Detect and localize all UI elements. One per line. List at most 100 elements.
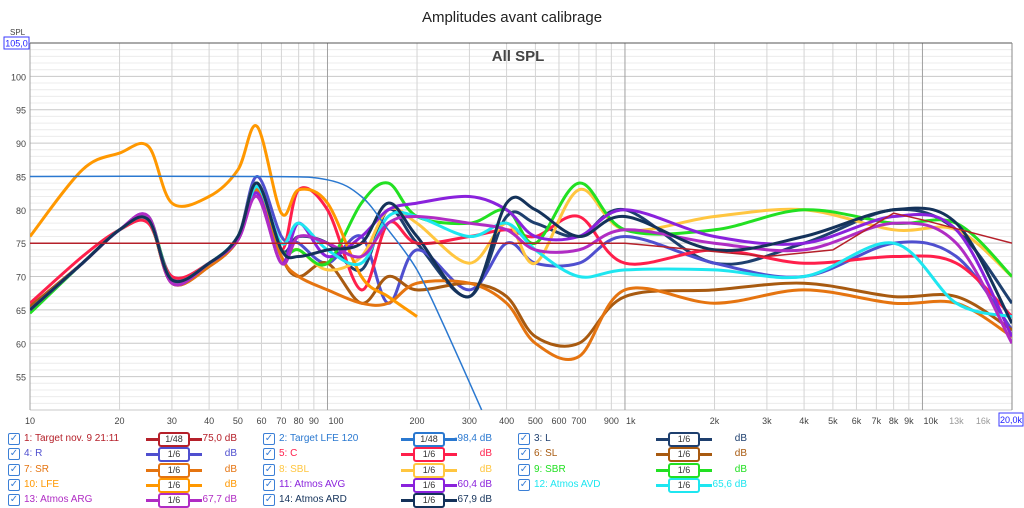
smoothing-label[interactable]: 1/6 (413, 477, 445, 493)
legend-label[interactable]: 8: SBL (279, 463, 310, 475)
x-tick-label: 13k (949, 416, 964, 426)
visibility-checkbox[interactable]: ✓ (263, 478, 275, 491)
visibility-checkbox[interactable]: ✓ (8, 463, 20, 476)
target-line-2-target-lfe-120 (30, 175, 483, 410)
visibility-checkbox[interactable]: ✓ (518, 463, 530, 476)
smoothing-label[interactable]: 1/6 (668, 462, 700, 478)
legend-label[interactable]: 11: Atmos AVG (279, 478, 346, 490)
legend-value: dB (479, 448, 492, 460)
smoothing-label[interactable]: 1/6 (668, 477, 700, 493)
smoothing-label[interactable]: 1/6 (158, 447, 190, 463)
x-tick-label: 4k (799, 416, 809, 426)
x-max-box[interactable] (998, 412, 1024, 427)
x-max-value[interactable]: 20,0k (1000, 415, 1023, 425)
visibility-checkbox[interactable]: ✓ (263, 494, 275, 507)
smoothing-button[interactable]: 1/6 (146, 447, 202, 463)
y-axis-label: SPL (10, 28, 26, 37)
visibility-checkbox[interactable]: ✓ (8, 494, 20, 507)
smoothing-button[interactable]: 1/6 (656, 462, 712, 478)
x-tick-label: 3k (762, 416, 772, 426)
legend-label[interactable]: 5: C (279, 448, 298, 460)
x-tick-label: 2k (710, 416, 720, 426)
smoothing-button[interactable]: 1/6 (146, 493, 202, 508)
tick-labels: 55 60 65 70 75 80 85 90 95 100 10 20 30 40 50 60 70 80 90 1… (11, 72, 991, 426)
visibility-checkbox[interactable]: ✓ (8, 478, 20, 491)
curves (30, 124, 1012, 410)
legend-label[interactable]: 9: SBR (534, 463, 566, 475)
smoothing-label[interactable]: 1/6 (158, 462, 190, 478)
visibility-checkbox[interactable]: ✓ (8, 448, 20, 461)
legend: ✓ 1: Target nov. 9 21:11 1/48 75,0 dB ✓ 2: Ta… (0, 430, 1024, 508)
x-tick-label: 10k (923, 416, 938, 426)
visibility-checkbox[interactable]: ✓ (518, 448, 530, 461)
smoothing-button[interactable]: 1/48 (146, 432, 202, 447)
smoothing-button[interactable]: 1/48 (401, 432, 457, 447)
smoothing-button[interactable]: 1/6 (146, 462, 202, 478)
legend-entry-5-c: ✓ 5: C 1/6 dB (263, 447, 508, 463)
x-tick-label: 8k (889, 416, 899, 426)
legend-label[interactable]: 2: Target LFE 120 (279, 433, 359, 444)
smoothing-label[interactable]: 1/6 (413, 493, 445, 508)
smoothing-button[interactable]: 1/6 (401, 477, 457, 493)
legend-value: dB (734, 463, 747, 475)
legend-label[interactable]: 3: L (534, 433, 551, 444)
grid (29, 42, 1013, 411)
x-tick-label: 400 (499, 416, 514, 426)
legend-entry-2-target-lfe-120: ✓ 2: Target LFE 120 1/48 -98,4 dB (263, 432, 508, 447)
chart-subtitle: All SPL (492, 48, 545, 65)
legend-value: dB (734, 433, 747, 444)
legend-value: dB (479, 463, 492, 475)
spl-chart: Amplitudes avant calibrage All SPL SPL 1… (3, 9, 1024, 427)
smoothing-label[interactable]: 1/6 (158, 493, 190, 508)
smoothing-label[interactable]: 1/6 (158, 477, 190, 493)
legend-value: 67,7 dB (202, 494, 237, 506)
y-tick-label: 75 (16, 239, 26, 249)
x-tick-label: 100 (328, 416, 343, 426)
legend-value: 67,9 dB (457, 494, 492, 506)
legend-entry-12-atmos-avd: ✓ 12: Atmos AVD 1/6 65,6 dB (518, 477, 763, 493)
legend-entry-14-atmos-ard: ✓ 14: Atmos ARD 1/6 67,9 dB (263, 493, 508, 508)
smoothing-label[interactable]: 1/6 (413, 462, 445, 478)
smoothing-label[interactable]: 1/48 (413, 432, 445, 447)
series-line-13-atmos-arg (30, 194, 1012, 345)
legend-label[interactable]: 14: Atmos ARD (279, 494, 347, 506)
visibility-checkbox[interactable]: ✓ (263, 448, 275, 461)
smoothing-label[interactable]: 1/6 (668, 432, 700, 447)
visibility-checkbox[interactable]: ✓ (263, 463, 275, 476)
x-tick-label: 80 (294, 416, 304, 426)
y-tick-label: 65 (16, 306, 26, 316)
smoothing-label[interactable]: 1/6 (668, 447, 700, 463)
legend-label[interactable]: 6: SL (534, 448, 558, 460)
visibility-checkbox[interactable]: ✓ (518, 478, 530, 491)
legend-value: -98,4 dB (454, 433, 492, 444)
smoothing-button[interactable]: 1/6 (401, 462, 457, 478)
series-line-14-atmos-ard (30, 181, 1012, 325)
smoothing-button[interactable]: 1/6 (656, 447, 712, 463)
legend-label[interactable]: 7: SR (24, 463, 50, 475)
legend-entry-9-sbr: ✓ 9: SBR 1/6 dB (518, 462, 763, 478)
smoothing-label[interactable]: 1/6 (413, 447, 445, 463)
x-tick-label: 700 (571, 416, 586, 426)
visibility-checkbox[interactable]: ✓ (518, 433, 530, 445)
legend-label[interactable]: 4: R (24, 448, 43, 460)
smoothing-button[interactable]: 1/6 (401, 447, 457, 463)
legend-label[interactable]: 12: Atmos AVD (534, 478, 601, 490)
legend-label[interactable]: 10: LFE (24, 478, 60, 490)
smoothing-button[interactable]: 1/6 (656, 432, 712, 447)
y-tick-label: 100 (11, 72, 26, 82)
legend-label[interactable]: 13: Atmos ARG (24, 494, 93, 506)
y-max-value[interactable]: 105,0 (5, 39, 28, 49)
x-tick-label: 10 (25, 416, 35, 426)
smoothing-button[interactable]: 1/6 (146, 477, 202, 493)
visibility-checkbox[interactable]: ✓ (263, 433, 275, 445)
legend-label[interactable]: 1: Target nov. 9 21:11 (24, 433, 120, 444)
y-tick-label: 70 (16, 273, 26, 283)
smoothing-button[interactable]: 1/6 (401, 493, 457, 508)
y-tick-label: 55 (16, 373, 26, 383)
visibility-checkbox[interactable]: ✓ (8, 433, 20, 445)
legend-entry-3-l: ✓ 3: L 1/6 dB (518, 432, 763, 447)
y-max-box[interactable] (3, 36, 30, 50)
smoothing-button[interactable]: 1/6 (656, 477, 712, 493)
smoothing-label[interactable]: 1/48 (158, 432, 190, 447)
x-tick-label: 7k (872, 416, 882, 426)
